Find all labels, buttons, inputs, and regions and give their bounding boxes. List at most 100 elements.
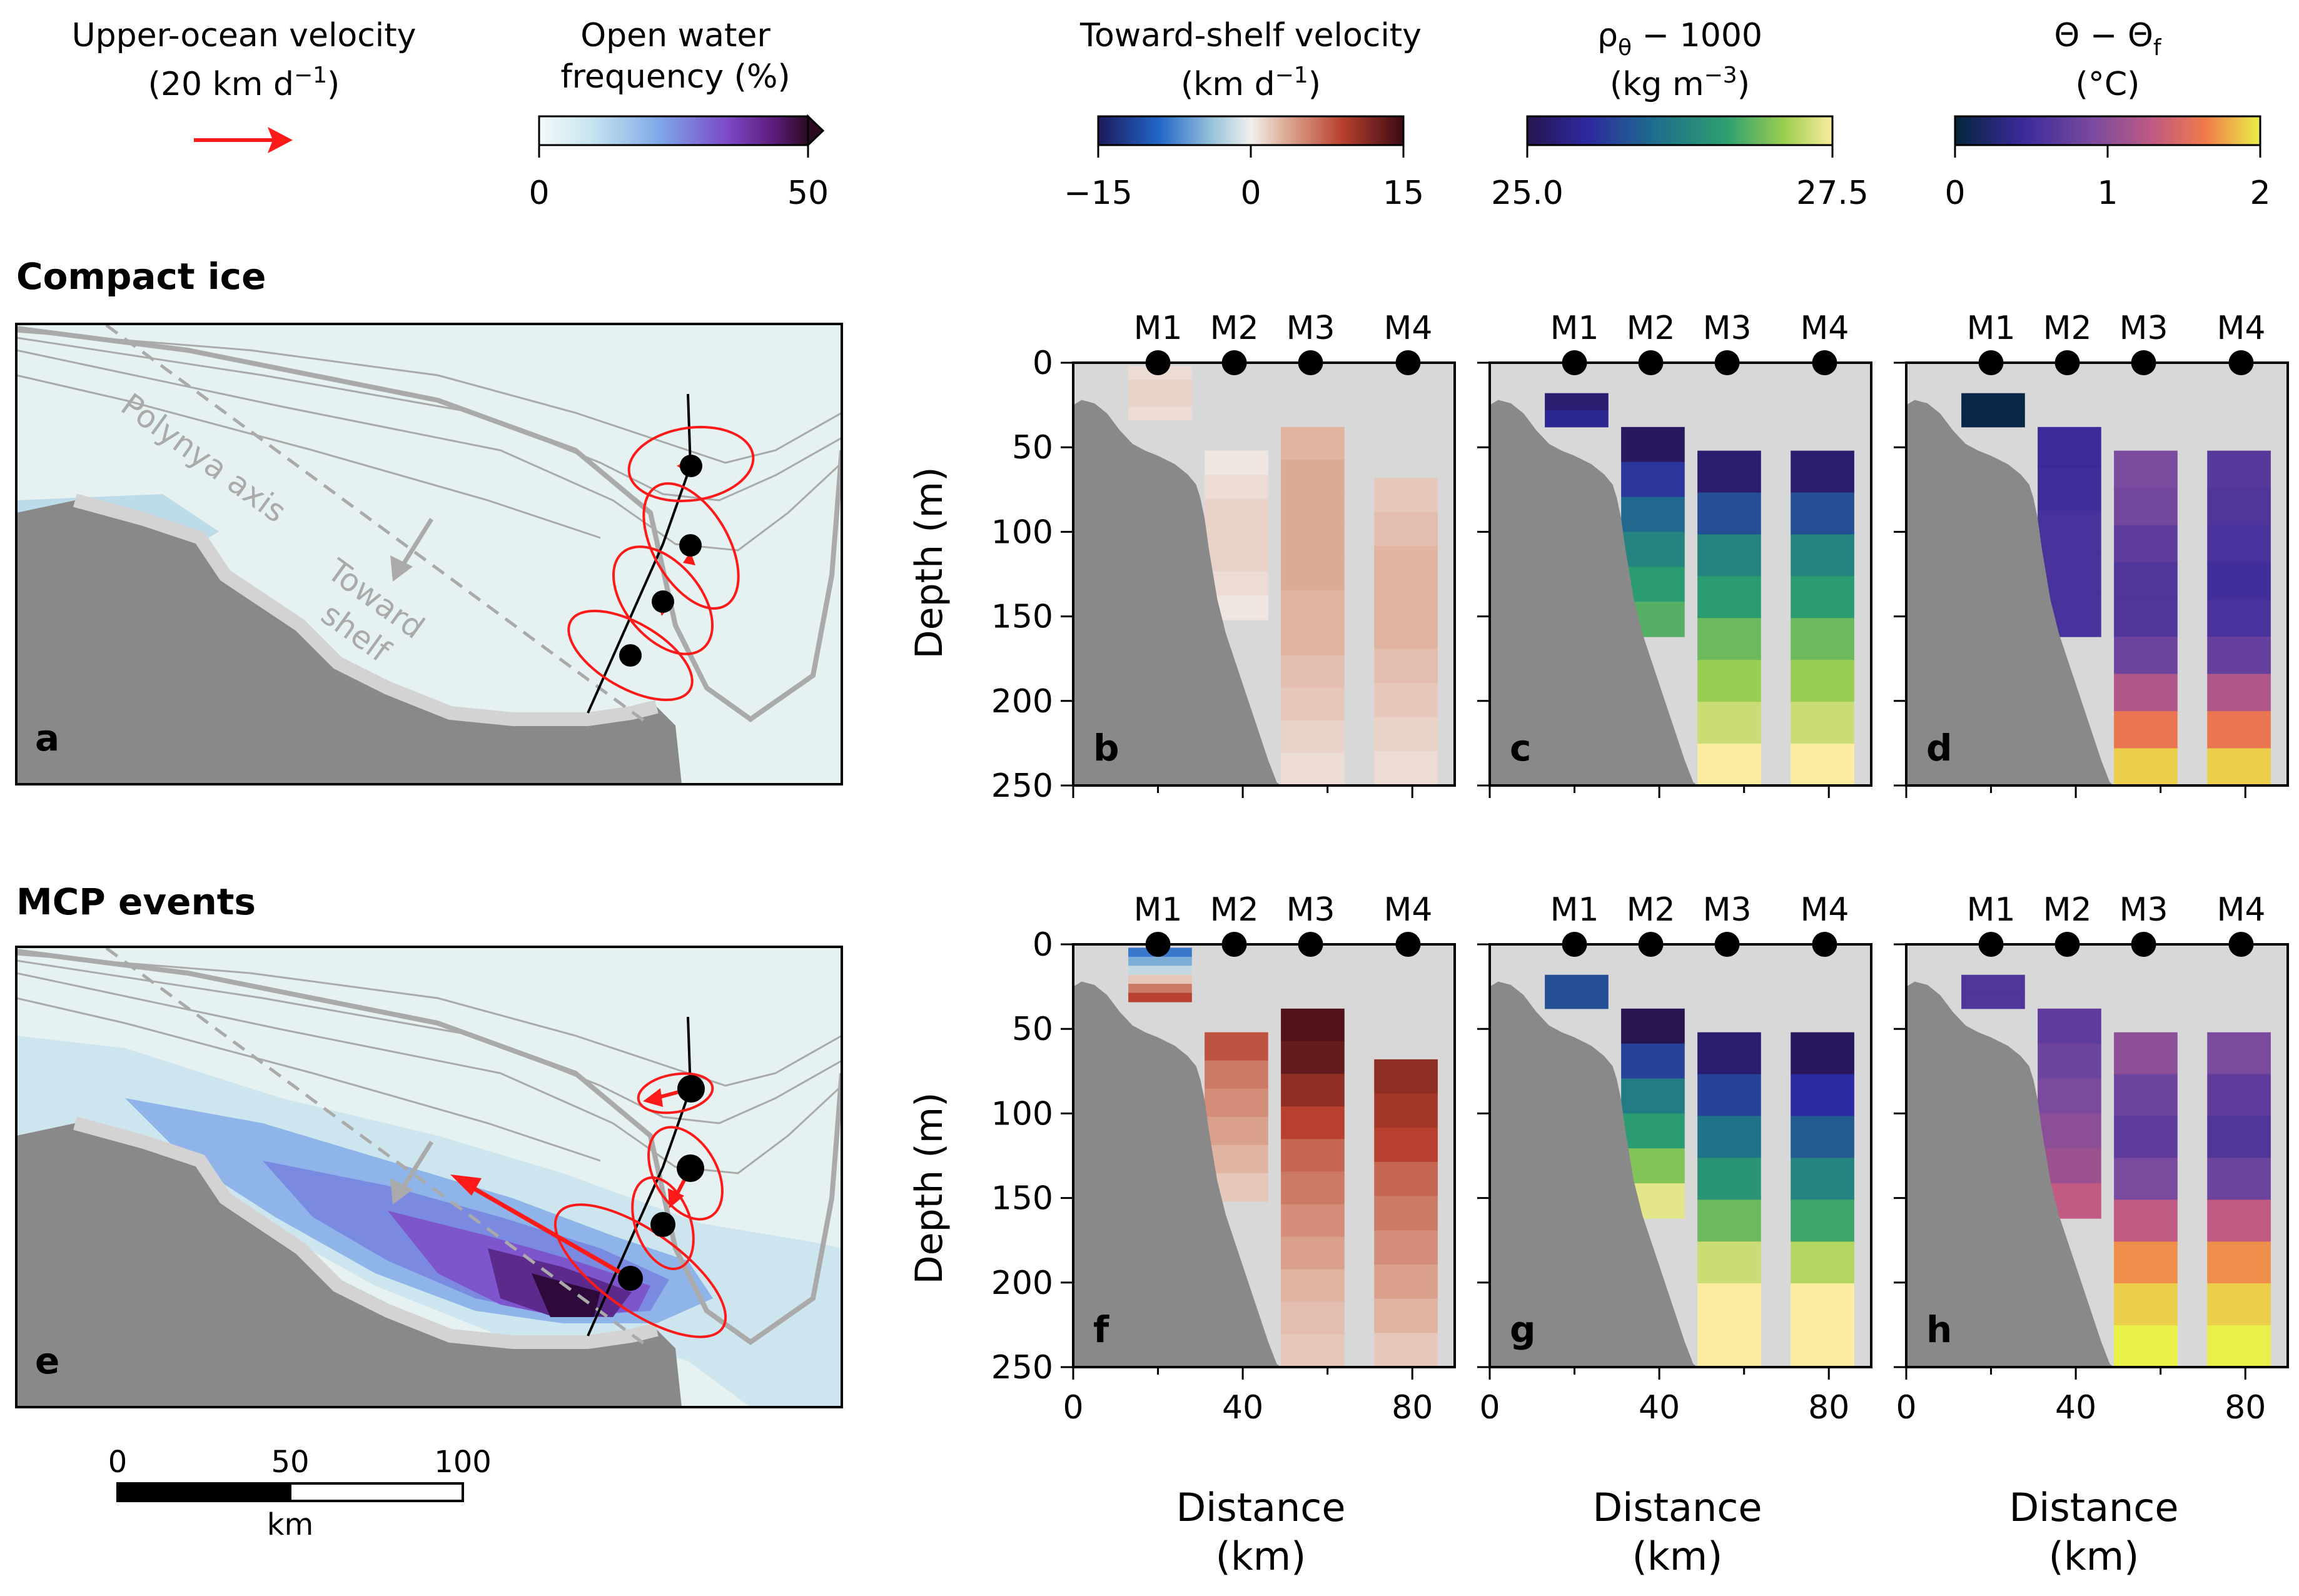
mooring-marker	[2054, 932, 2080, 957]
y-axis-label: Depth (m)	[907, 1092, 951, 1284]
mooring-marker	[1298, 350, 1323, 375]
panel-letter: a	[35, 717, 59, 759]
profile-M2	[2038, 427, 2101, 637]
svg-text:ρθ − 1000: ρθ − 1000	[1597, 17, 1762, 61]
mooring-label: M2	[1210, 891, 1259, 929]
profile-cell	[2207, 1032, 2271, 1075]
profile-cell	[1374, 580, 1438, 615]
mooring-line	[587, 393, 692, 714]
y-tick-label: 0	[1033, 926, 1053, 964]
x-axis-label: (km)	[1632, 1533, 1723, 1579]
variance-ellipse	[627, 425, 755, 503]
profile-cell	[1697, 1074, 1761, 1117]
velocity-arrow-legend: Upper-ocean velocity (20 km d−1)	[72, 17, 416, 153]
mooring-marker	[1714, 350, 1740, 375]
mooring-label: M3	[2120, 310, 2168, 347]
profile-cell	[2114, 1158, 2178, 1200]
profile-cell	[1374, 717, 1438, 752]
open-water-tick: 50	[787, 174, 829, 212]
seafloor	[1073, 981, 1281, 1367]
mooring-marker	[1638, 350, 1664, 375]
mooring-label: M2	[2043, 891, 2092, 929]
y-tick-label: 200	[991, 1265, 1053, 1302]
profile-cell	[1374, 1161, 1438, 1197]
seafloor	[1073, 400, 1281, 785]
profile-cell	[2114, 674, 2178, 712]
mooring-marker	[1638, 932, 1664, 957]
density-colorbar: ρθ − 1000 (kg m−3) 25.0 27.5	[1491, 17, 1869, 212]
profile-M4	[2207, 1032, 2271, 1368]
profile-cell	[2207, 1283, 2271, 1326]
density-units: (kg m	[1610, 66, 1704, 103]
mooring-label: M4	[1800, 310, 1849, 347]
mooring-marker	[677, 1075, 705, 1103]
mooring-marker	[2228, 932, 2254, 957]
variance-ellipse	[612, 545, 714, 655]
x-tick-label: 40	[1222, 1389, 1263, 1427]
profile-cell	[1128, 984, 1192, 994]
profile-M3	[1697, 450, 1761, 786]
panel-letter: b	[1093, 727, 1119, 769]
profile-cell	[1374, 614, 1438, 649]
polynya-axis-line	[105, 947, 652, 1350]
panel-letter: g	[1510, 1308, 1536, 1351]
profile-cell	[2207, 599, 2271, 637]
profile-cell	[1791, 576, 1854, 619]
mooring-label: M1	[1134, 310, 1183, 347]
profile-cell	[1281, 1139, 1345, 1172]
profile-cell	[1128, 393, 1192, 407]
y-tick-label: 100	[991, 1095, 1053, 1133]
x-axis-label: Distance	[1592, 1485, 1762, 1530]
svg-text:(20 km d−1): (20 km d−1)	[148, 63, 340, 103]
mooring-marker	[1395, 932, 1421, 957]
profile-cell	[1374, 1333, 1438, 1368]
variance-ellipse	[637, 1072, 714, 1114]
profile-cell	[2114, 1032, 2178, 1075]
profile-cell	[1205, 1060, 1268, 1089]
mooring-marker	[618, 1266, 643, 1291]
open-water-units: frequency (%)	[560, 58, 790, 96]
toward-shelf-arrow-icon	[390, 1178, 413, 1205]
profile-cell	[1621, 1043, 1685, 1079]
profile-cell	[1791, 1283, 1854, 1326]
section-panel-g: M1 M2 M3 M4 0 40 80 g	[1477, 891, 1872, 1427]
profile-cell	[1791, 1200, 1854, 1242]
profile-cell	[2207, 525, 2271, 563]
profile-cell	[1374, 682, 1438, 718]
profile-cell	[1128, 966, 1192, 976]
profile-cell	[1374, 1264, 1438, 1300]
profile-cell	[1545, 410, 1609, 428]
profile-cell	[1697, 1116, 1761, 1158]
row-title-mcp-events: MCP events	[16, 881, 256, 923]
mooring-marker	[1562, 932, 1587, 957]
scale-tick: 50	[271, 1445, 309, 1480]
profile-cell	[1697, 534, 1761, 577]
mooring-marker	[1145, 350, 1171, 375]
seafloor	[1906, 981, 2115, 1367]
profile-cell	[2038, 1043, 2101, 1079]
profile-cell	[1961, 393, 2025, 411]
velocity-arrowhead-icon	[450, 1174, 482, 1196]
profile-cell	[1621, 532, 1685, 567]
profile-cell	[1205, 547, 1268, 572]
y-tick-label: 250	[991, 767, 1053, 805]
profile-cell	[1374, 649, 1438, 684]
profile-cell	[2207, 1074, 2271, 1117]
profile-cell	[1791, 744, 1854, 786]
profile-cell	[2038, 1008, 2101, 1044]
profile-cell	[2114, 711, 2178, 749]
profile-cell	[1205, 475, 1268, 500]
variance-ellipse	[647, 1126, 724, 1221]
mooring-marker	[1714, 932, 1740, 957]
section-panel-f: M1 M2 M3 M4 0 40 80 0 50 100 150 200 250 f	[991, 891, 1456, 1427]
profile-cell	[1961, 410, 2025, 428]
y-tick-label: 200	[991, 683, 1053, 720]
mooring-marker	[677, 1154, 704, 1182]
profile-cell	[1621, 1113, 1685, 1149]
profile-M3	[2114, 1032, 2178, 1368]
profile-cell	[1374, 1128, 1438, 1163]
scale-bar: 0 50 100 km	[108, 1445, 492, 1542]
section-panel-d: M1 M2 M3 M4 d	[1894, 310, 2289, 798]
temperature-units: (°C)	[2076, 66, 2140, 103]
seafloor	[1906, 400, 2115, 785]
